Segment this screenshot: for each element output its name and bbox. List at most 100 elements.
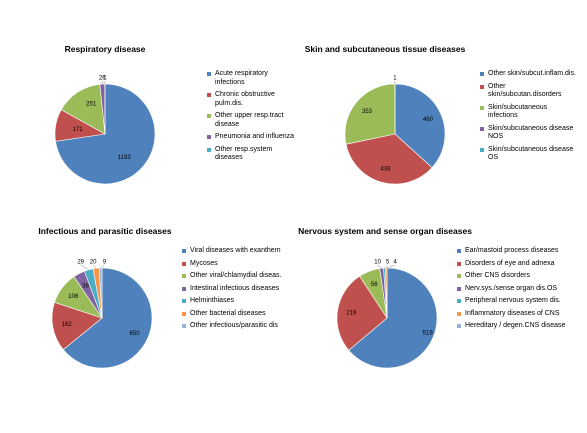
legend-label: Other bacterial diseases [190, 310, 265, 317]
legend-swatch [480, 127, 484, 131]
legend-swatch [182, 287, 186, 291]
legend-respiratory: Acute respiratory infections Chronic obst… [207, 70, 299, 167]
legend-label: Intestinal infectious diseases [190, 285, 279, 292]
legend-label: Mycoses [190, 260, 218, 267]
legend-item-mycoses: Mycoses [182, 260, 300, 269]
legend-swatch [207, 148, 211, 152]
data-label-other-viral-chlamydial-diseas: 106 [68, 294, 79, 300]
legend-swatch [182, 299, 186, 303]
legend-item-inflammatory-diseases-of-cns: Inflammatory diseases of CNS [457, 310, 577, 319]
legend-item-other-resp-system-diseases: Other resp.system diseases [207, 146, 299, 163]
data-label-skin-subcutaneous-infections: 353 [362, 109, 373, 115]
legend-item-other-bacterial-diseases: Other bacterial diseases [182, 310, 300, 319]
pie-skin: 460 438 353 1 [290, 44, 480, 204]
legend-label: Nerv.sys./sense organ dis.OS [465, 285, 557, 292]
legend-label: Other skin/subcut.inflam.dis. [488, 70, 576, 77]
legend-item-helminthiases: Helminthiases [182, 297, 300, 306]
legend-infectious: Viral diseases with exanthem Mycoses Other… [182, 247, 300, 335]
legend-swatch [457, 249, 461, 253]
legend-swatch [457, 312, 461, 316]
legend-item-other-skin-subcut-inflam-dis: Other skin/subcut.inflam.dis. [480, 70, 576, 79]
legend-swatch [182, 249, 186, 253]
data-label-other-cns-disorders: 56 [371, 282, 378, 288]
legend-item-disorders-of-eye-and-adnexa: Disorders of eye and adnexa [457, 260, 577, 269]
legend-swatch [182, 324, 186, 328]
legend-item-viral-diseases-with-exanthem: Viral diseases with exanthem [182, 247, 300, 256]
data-label-other-skin-subcutan-disorders: 438 [381, 166, 392, 172]
legend-swatch [457, 287, 461, 291]
legend-swatch [182, 274, 186, 278]
data-label-nerv-sys-sense-organ-dis-os: 10 [374, 260, 381, 266]
legend-label: Peripheral nervous system dis. [465, 297, 561, 304]
legend-skin: Other skin/subcut.inflam.dis. Other skin/… [480, 70, 576, 167]
legend-label: Ear/mastoid process diseases [465, 247, 558, 254]
data-label-peripheral-nervous-system-dis: 5 [386, 260, 390, 266]
legend-item-other-skin-subcutan-disorders: Other skin/subcutan.disorders [480, 83, 576, 100]
data-label-mycoses: 162 [62, 322, 73, 328]
legend-item-nerv-sys-sense-organ-dis-os: Nerv.sys./sense organ dis.OS [457, 285, 577, 294]
legend-swatch [457, 299, 461, 303]
legend-swatch [480, 148, 484, 152]
legend-label: Chronic obstructive pulm.dis. [215, 91, 275, 107]
legend-label: Skin/subcutaneous disease OS [488, 146, 573, 162]
legend-swatch [480, 85, 484, 89]
legend-label: Other viral/chlamydial diseas. [190, 272, 281, 279]
legend-swatch [182, 262, 186, 266]
legend-item-acute-respiratory-infections: Acute respiratory infections [207, 70, 299, 87]
legend-label: Hereditary / degen.CNS disease [465, 322, 565, 329]
data-label-other-infectious-parasitic-dis: 9 [103, 260, 107, 266]
legend-swatch [207, 114, 211, 118]
legend-swatch [207, 135, 211, 139]
legend-label: Other skin/subcutan.disorders [488, 83, 562, 99]
legend-nervous: Ear/mastoid process diseases Disorders of… [457, 247, 577, 335]
data-label-other-bacterial-diseases: 20 [90, 260, 97, 266]
data-label-viral-diseases-with-exanthem: 650 [130, 331, 141, 337]
legend-item-pneumonia-and-influenza: Pneumonia and influenza [207, 133, 299, 142]
legend-item-other-viral-chlamydial-diseas: Other viral/chlamydial diseas. [182, 272, 300, 281]
legend-swatch [457, 324, 461, 328]
legend-item-skin-subcutaneous-disease-os: Skin/subcutaneous disease OS [480, 146, 576, 163]
legend-label: Other CNS disorders [465, 272, 530, 279]
legend-label: Skin/subcutaneous infections [488, 104, 547, 120]
legend-item-hereditary-degen-cns-disease: Hereditary / degen.CNS disease [457, 322, 577, 331]
legend-label: Inflammatory diseases of CNS [465, 310, 560, 317]
legend-swatch [207, 72, 211, 76]
legend-label: Viral diseases with exanthem [190, 247, 281, 254]
data-label-helminthiases: 29 [77, 260, 84, 266]
legend-label: Skin/subcutaneous disease NOS [488, 125, 573, 141]
legend-swatch [480, 72, 484, 76]
legend-label: Pneumonia and influenza [215, 133, 294, 140]
legend-swatch [480, 106, 484, 110]
legend-swatch [457, 262, 461, 266]
data-label-disorders-of-eye-and-adnexa: 219 [346, 310, 357, 316]
data-label-other-skin-subcut-inflam-dis: 460 [423, 117, 434, 123]
legend-item-intestinal-infectious-diseases: Intestinal infectious diseases [182, 285, 300, 294]
legend-item-chronic-obstructive-pulm-dis: Chronic obstructive pulm.dis. [207, 91, 299, 108]
data-label-inflammatory-diseases-of-cns: 4 [394, 260, 398, 266]
legend-label: Other upper resp.tract disease [215, 112, 283, 128]
legend-item-skin-subcutaneous-disease-nos: Skin/subcutaneous disease NOS [480, 125, 576, 142]
legend-item-other-infectious-parasitic-dis: Other infectious/parasitic dis [182, 322, 300, 331]
data-label-ear-mastoid-process-diseases: 519 [423, 331, 434, 337]
legend-swatch [182, 312, 186, 316]
legend-label: Other infectious/parasitic dis [190, 322, 278, 329]
legend-item-peripheral-nervous-system-dis: Peripheral nervous system dis. [457, 297, 577, 306]
legend-item-other-cns-disorders: Other CNS disorders [457, 272, 577, 281]
data-label-other-resp-system-diseases: 1 [103, 76, 107, 82]
legend-label: Helminthiases [190, 297, 234, 304]
chart-skin: Skin and subcutaneous tissue diseases 46… [290, 44, 583, 251]
legend-item-other-upper-resp-tract-disease: Other upper resp.tract disease [207, 112, 299, 129]
legend-label: Acute respiratory infections [215, 70, 268, 86]
data-label-skin-subcutaneous-disease-nos: 1 [393, 76, 397, 82]
legend-label: Disorders of eye and adnexa [465, 260, 555, 267]
data-label-intestinal-infectious-diseases: 38 [82, 284, 89, 290]
chart-nervous: Nervous system and sense organ diseases … [290, 226, 583, 433]
data-label-acute-respiratory-infections: 1193 [118, 155, 132, 161]
legend-swatch [457, 274, 461, 278]
